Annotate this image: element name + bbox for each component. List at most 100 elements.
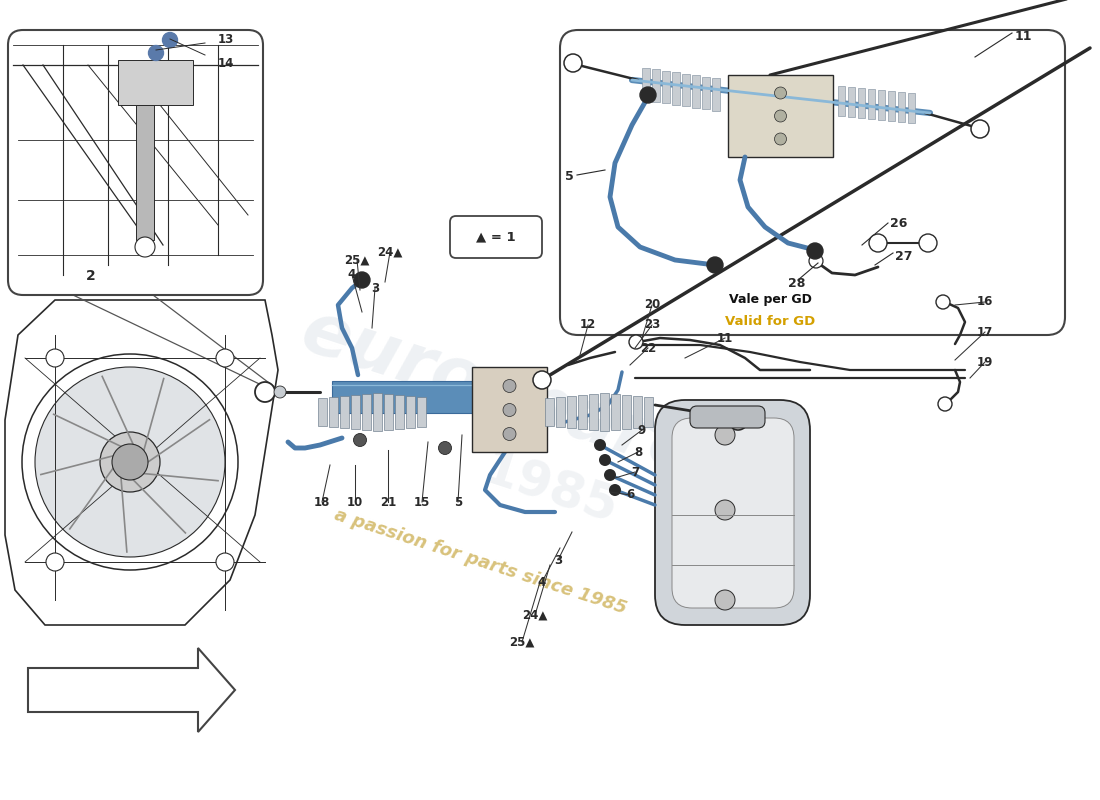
- Circle shape: [46, 553, 64, 571]
- Text: 19: 19: [977, 355, 993, 369]
- Bar: [858, 88, 866, 118]
- Text: 3: 3: [371, 282, 380, 294]
- Circle shape: [774, 133, 786, 145]
- Text: 25▲: 25▲: [509, 635, 535, 649]
- Circle shape: [774, 87, 786, 99]
- Bar: [329, 397, 338, 427]
- Circle shape: [503, 403, 516, 417]
- Text: 6: 6: [626, 489, 634, 502]
- Polygon shape: [28, 648, 235, 732]
- Circle shape: [255, 382, 275, 402]
- Polygon shape: [6, 300, 278, 625]
- Circle shape: [807, 243, 823, 259]
- Bar: [838, 86, 846, 116]
- Circle shape: [971, 120, 989, 138]
- Bar: [632, 396, 641, 428]
- Circle shape: [216, 349, 234, 367]
- Text: 3: 3: [554, 554, 562, 566]
- Bar: [642, 68, 649, 100]
- Text: 22: 22: [640, 342, 656, 354]
- Circle shape: [564, 54, 582, 72]
- Text: 4: 4: [538, 575, 546, 589]
- Circle shape: [609, 484, 622, 496]
- Bar: [544, 398, 553, 426]
- Bar: [682, 74, 690, 106]
- Text: 8: 8: [634, 446, 642, 458]
- Bar: [662, 71, 670, 103]
- Text: 21: 21: [379, 495, 396, 509]
- Bar: [578, 395, 586, 429]
- Text: 27: 27: [895, 250, 913, 263]
- Text: 5: 5: [565, 170, 574, 183]
- Text: 7: 7: [631, 466, 639, 478]
- FancyBboxPatch shape: [560, 30, 1065, 335]
- Circle shape: [35, 367, 226, 557]
- Text: 12: 12: [580, 318, 596, 331]
- Circle shape: [100, 432, 160, 492]
- Circle shape: [640, 87, 656, 103]
- Bar: [621, 395, 630, 429]
- Text: 18: 18: [314, 495, 330, 509]
- Circle shape: [148, 46, 164, 61]
- FancyBboxPatch shape: [672, 418, 794, 608]
- Circle shape: [503, 379, 516, 393]
- FancyBboxPatch shape: [8, 30, 263, 295]
- Circle shape: [354, 272, 370, 288]
- Circle shape: [22, 354, 238, 570]
- Circle shape: [534, 371, 551, 389]
- Circle shape: [353, 434, 366, 446]
- Circle shape: [216, 553, 234, 571]
- Bar: [888, 91, 895, 121]
- Bar: [373, 393, 382, 431]
- Text: 10: 10: [346, 495, 363, 509]
- Bar: [712, 78, 719, 110]
- Circle shape: [918, 234, 937, 252]
- Circle shape: [594, 439, 606, 451]
- Circle shape: [869, 234, 887, 252]
- Bar: [600, 393, 608, 431]
- Circle shape: [808, 254, 823, 268]
- Bar: [395, 395, 404, 429]
- Circle shape: [936, 295, 950, 309]
- Bar: [878, 90, 886, 120]
- Text: 16: 16: [977, 295, 993, 309]
- Circle shape: [715, 500, 735, 520]
- Bar: [728, 75, 833, 157]
- Bar: [644, 397, 652, 427]
- Text: Vale per GD: Vale per GD: [728, 293, 812, 306]
- Text: 28: 28: [788, 277, 805, 290]
- Circle shape: [715, 425, 735, 445]
- Bar: [318, 398, 327, 426]
- FancyArrow shape: [332, 381, 542, 413]
- Bar: [692, 75, 700, 107]
- Text: 25▲: 25▲: [344, 254, 370, 266]
- Bar: [898, 92, 905, 122]
- Text: 17: 17: [977, 326, 993, 338]
- Bar: [848, 87, 856, 117]
- Bar: [136, 105, 154, 240]
- Circle shape: [774, 110, 786, 122]
- Text: 23: 23: [644, 318, 660, 331]
- Bar: [702, 77, 710, 109]
- Bar: [417, 397, 426, 427]
- Text: 9: 9: [638, 423, 646, 437]
- Text: eurospares: eurospares: [293, 297, 748, 503]
- Circle shape: [112, 444, 148, 480]
- Text: 26: 26: [890, 217, 908, 230]
- Bar: [588, 394, 597, 430]
- Text: 4: 4: [348, 269, 356, 282]
- Text: 5: 5: [454, 495, 462, 509]
- Bar: [472, 367, 547, 452]
- Circle shape: [600, 454, 610, 466]
- Bar: [556, 397, 564, 427]
- Circle shape: [135, 237, 155, 257]
- Polygon shape: [118, 60, 192, 105]
- Circle shape: [46, 349, 64, 367]
- Text: ▲ = 1: ▲ = 1: [476, 230, 516, 243]
- Bar: [351, 395, 360, 429]
- Circle shape: [163, 33, 177, 47]
- Bar: [610, 394, 619, 430]
- Circle shape: [503, 427, 516, 441]
- Text: 11: 11: [717, 331, 733, 345]
- Circle shape: [715, 590, 735, 610]
